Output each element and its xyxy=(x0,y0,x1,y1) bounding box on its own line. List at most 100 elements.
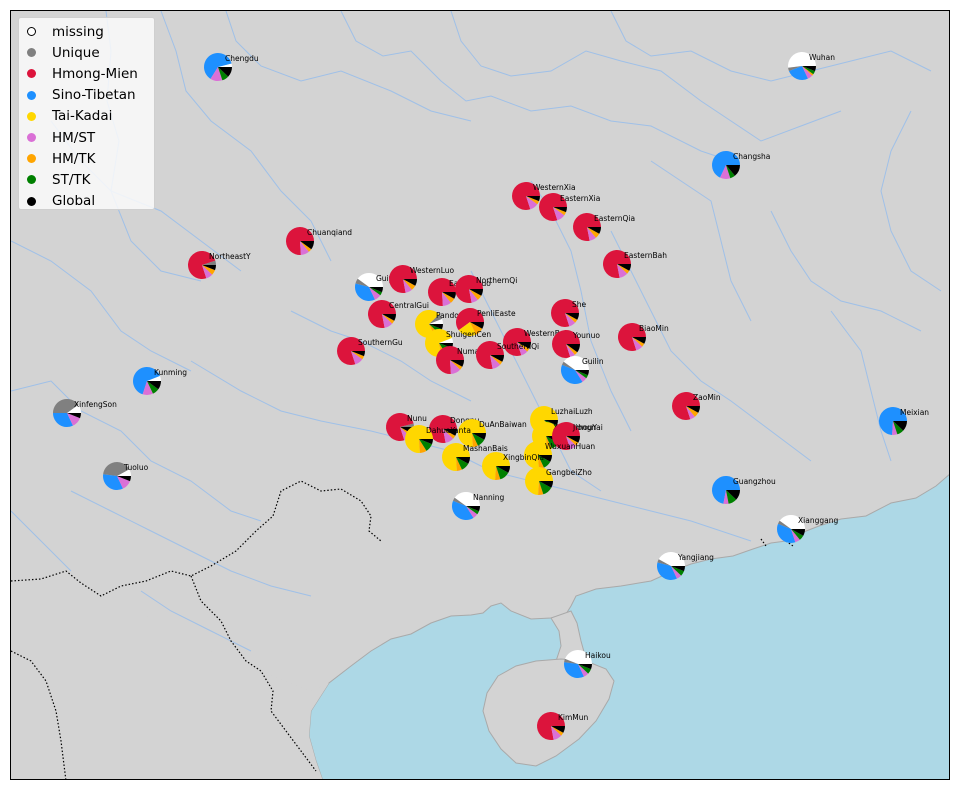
site-label: KimMun xyxy=(558,713,589,722)
legend-item: Tai-Kadai xyxy=(27,106,154,127)
site-pie: WesternXia xyxy=(512,181,576,210)
pie-slice xyxy=(469,289,483,296)
pie-slice xyxy=(563,355,589,370)
pie-slice xyxy=(337,336,365,365)
pie-slice xyxy=(385,412,414,441)
pie-slice xyxy=(686,406,695,420)
pie-slice xyxy=(133,366,161,395)
site-label: Changsha xyxy=(733,152,770,161)
site-label: ShuigenCen xyxy=(446,330,491,339)
pie-slice xyxy=(791,529,804,540)
site-pie: Younuo xyxy=(552,329,600,358)
pie-slice xyxy=(712,151,740,178)
legend-label: missing xyxy=(52,23,104,40)
pie-slice xyxy=(490,355,503,365)
pie-slice xyxy=(495,466,501,480)
pie-slice xyxy=(419,439,433,451)
pie-slice xyxy=(458,322,476,337)
site-label: PenliEaste xyxy=(477,309,516,318)
pie-slice xyxy=(469,289,482,300)
pie-slice xyxy=(617,264,630,274)
pie-slice xyxy=(452,497,466,506)
pie-slice xyxy=(450,360,463,370)
site-label: BiaoMin xyxy=(639,324,669,333)
site-label: WesternBah xyxy=(524,329,569,338)
river-line xyxy=(290,310,472,402)
site-label: Pandong xyxy=(436,311,469,320)
site-pie: PenliEaste xyxy=(456,308,516,337)
pie-slice xyxy=(552,329,580,358)
pie-slice xyxy=(470,322,483,335)
site-pie: DuAnBaiwan xyxy=(458,418,527,447)
pie-slice xyxy=(429,314,443,324)
pie-slice xyxy=(67,413,81,419)
site-pie: Tuoluo xyxy=(102,462,149,491)
river-line xyxy=(225,11,472,122)
pie-slice xyxy=(563,662,584,679)
pie-slice xyxy=(456,457,470,464)
legend-label: ST/TK xyxy=(52,171,91,188)
map-frame: Chengdu Wuhan Changsha WesternXia EasternXia… xyxy=(10,10,950,780)
pie-slice xyxy=(526,196,538,210)
pie-slice xyxy=(575,370,589,376)
legend-marker xyxy=(27,111,36,121)
site-label: Xianggang xyxy=(798,516,838,525)
site-pie: Chuanqiand xyxy=(285,226,352,255)
pie-slice xyxy=(117,469,131,476)
site-label: NorthernQi xyxy=(476,276,517,285)
pie-slice xyxy=(369,287,381,300)
pie-slice xyxy=(368,299,396,328)
legend-label: HM/ST xyxy=(52,129,96,146)
legend-marker xyxy=(27,175,36,185)
pie-slice xyxy=(776,523,796,543)
pie-slice xyxy=(466,506,478,518)
pie-slice xyxy=(389,264,417,293)
pie-slice xyxy=(578,664,592,674)
site-label: DuAnBaiwan xyxy=(479,420,527,429)
pie-slice xyxy=(443,429,454,443)
pie-slice xyxy=(419,439,427,453)
pie-slice xyxy=(355,278,369,287)
pie-slice xyxy=(403,279,412,293)
site-label: LuzhaiLuzh xyxy=(551,407,593,416)
pie-slice xyxy=(565,313,576,327)
pie-slice xyxy=(403,279,417,286)
pie-slice xyxy=(351,351,365,360)
site-pie: DahuaYanta xyxy=(404,424,471,453)
site-label: EasternXia xyxy=(560,194,600,203)
legend-item: Global xyxy=(27,191,154,212)
pie-slice xyxy=(779,514,805,529)
border-line xyxy=(190,575,317,772)
pie-slice xyxy=(564,658,578,664)
pie-slice xyxy=(442,442,470,471)
pie-slice xyxy=(400,423,414,427)
pie-slice xyxy=(723,490,729,504)
pie-slice xyxy=(53,413,73,428)
site-pie: CentralGui xyxy=(368,299,429,328)
pie-slice xyxy=(285,226,314,255)
legend-label: HM/TK xyxy=(52,150,96,167)
pie-slice xyxy=(553,207,567,213)
site-label: GangbeiZho xyxy=(546,468,592,477)
pie-slice xyxy=(524,440,552,469)
pie-slice xyxy=(879,406,907,435)
site-pie: Meixian xyxy=(879,406,929,435)
pie-slice xyxy=(455,274,483,303)
site-pie: ZaoMin xyxy=(672,391,721,420)
pie-slice xyxy=(466,506,480,515)
pie-slice xyxy=(617,322,646,351)
site-label: NortheastY xyxy=(209,252,251,261)
pie-slice xyxy=(442,292,455,303)
pie-slice xyxy=(300,241,309,255)
pie-slice xyxy=(712,475,740,504)
pie-slice xyxy=(357,272,383,287)
site-pie: EasternBah xyxy=(603,249,667,278)
pie-slice xyxy=(617,264,631,271)
pie-slice xyxy=(419,439,433,445)
site-label: Nanning xyxy=(473,493,505,502)
site-pie: XingbinQia xyxy=(482,451,544,480)
legend-item: Unique xyxy=(27,42,154,63)
site-label: Chengdu xyxy=(225,54,259,63)
pie-slice xyxy=(147,381,159,394)
pie-slice xyxy=(539,192,567,221)
